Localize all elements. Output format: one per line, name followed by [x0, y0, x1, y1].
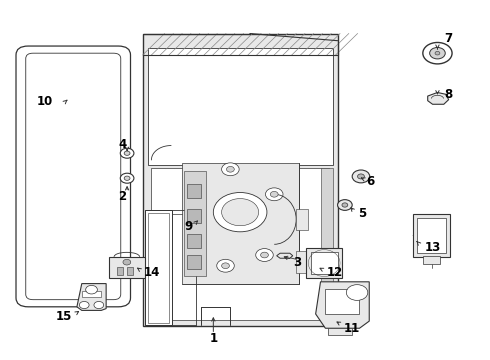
Text: 14: 14 — [143, 266, 160, 279]
Circle shape — [423, 42, 452, 64]
Circle shape — [342, 203, 348, 207]
Bar — [187, 234, 201, 248]
Bar — [187, 184, 201, 198]
Text: 8: 8 — [444, 88, 453, 101]
Circle shape — [94, 301, 104, 309]
Circle shape — [213, 193, 267, 232]
Circle shape — [221, 199, 259, 226]
Circle shape — [226, 166, 234, 172]
Text: 11: 11 — [344, 322, 360, 335]
Bar — [311, 252, 338, 274]
Circle shape — [221, 263, 229, 269]
Circle shape — [358, 174, 365, 179]
Text: 5: 5 — [358, 207, 366, 220]
Bar — [145, 210, 172, 325]
Circle shape — [256, 249, 273, 261]
Circle shape — [124, 151, 130, 156]
Text: 13: 13 — [424, 241, 441, 255]
Text: 3: 3 — [294, 256, 302, 269]
Circle shape — [346, 285, 368, 300]
Text: 6: 6 — [367, 175, 375, 188]
Circle shape — [123, 259, 131, 265]
Circle shape — [338, 200, 352, 210]
Bar — [184, 171, 206, 276]
Text: 12: 12 — [327, 266, 343, 279]
Text: 1: 1 — [209, 333, 218, 346]
Bar — [320, 168, 333, 320]
Text: 2: 2 — [118, 190, 126, 203]
Bar — [325, 289, 360, 314]
Bar — [117, 267, 123, 275]
Circle shape — [120, 173, 134, 183]
Circle shape — [217, 259, 234, 272]
Bar — [151, 168, 329, 320]
Circle shape — [261, 252, 269, 258]
Bar — [328, 328, 352, 336]
Text: 10: 10 — [37, 95, 53, 108]
Bar — [143, 33, 338, 327]
Circle shape — [86, 285, 98, 294]
Circle shape — [430, 48, 445, 59]
Circle shape — [120, 148, 134, 158]
Bar — [127, 267, 133, 275]
Circle shape — [270, 192, 278, 197]
Text: 9: 9 — [185, 220, 193, 233]
Circle shape — [352, 170, 370, 183]
Bar — [417, 217, 446, 253]
Polygon shape — [277, 253, 293, 258]
Text: 15: 15 — [55, 310, 72, 323]
Circle shape — [79, 301, 89, 309]
Polygon shape — [77, 284, 106, 310]
Bar — [147, 48, 333, 165]
Text: 7: 7 — [444, 32, 453, 45]
Bar — [82, 292, 101, 297]
Circle shape — [221, 163, 239, 176]
Text: 4: 4 — [118, 138, 126, 151]
Bar — [187, 208, 201, 223]
Bar — [109, 257, 145, 278]
Circle shape — [266, 188, 283, 201]
Bar — [148, 212, 169, 323]
Polygon shape — [428, 93, 449, 104]
Bar — [187, 255, 201, 269]
Circle shape — [124, 176, 130, 180]
Bar — [423, 256, 440, 264]
Bar — [182, 163, 298, 284]
Polygon shape — [316, 282, 369, 328]
Bar — [296, 251, 308, 273]
Bar — [413, 214, 450, 257]
Circle shape — [435, 51, 440, 55]
Bar — [306, 248, 343, 278]
Bar — [296, 208, 308, 230]
